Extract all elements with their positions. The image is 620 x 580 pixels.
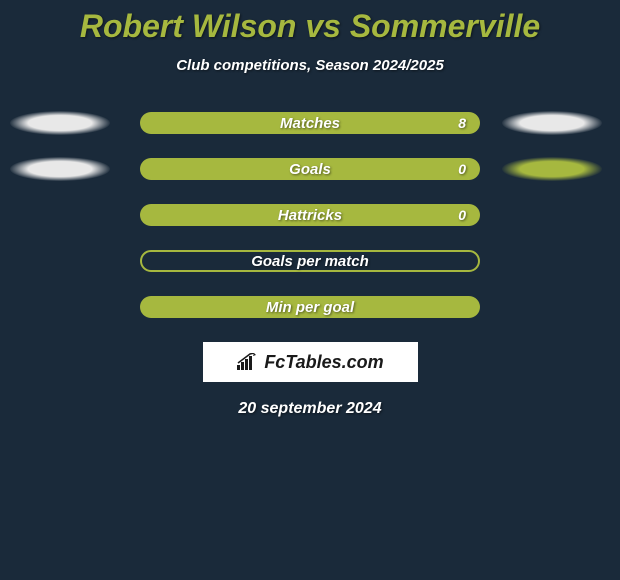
stat-bar-goals-per-match: Goals per match — [140, 250, 480, 272]
shadow-left-1 — [10, 157, 110, 181]
page-title: Robert Wilson vs Sommerville — [0, 0, 620, 45]
stat-bar-hattricks: Hattricks 0 — [140, 204, 480, 226]
stat-bar-matches: Matches 8 — [140, 112, 480, 134]
stat-value: 8 — [458, 115, 466, 131]
stat-label: Goals — [289, 161, 331, 178]
date-text: 20 september 2024 — [0, 400, 620, 418]
stat-row-hattricks: Hattricks 0 — [0, 204, 620, 226]
stat-row-matches: Matches 8 — [0, 112, 620, 134]
logo-box: FcTables.com — [203, 342, 418, 382]
stats-container: Matches 8 Goals 0 Hattricks 0 Goals per … — [0, 112, 620, 318]
logo-text: FcTables.com — [236, 352, 383, 373]
stat-value: 0 — [458, 161, 466, 177]
stat-label: Min per goal — [266, 299, 354, 316]
stat-row-min-per-goal: Min per goal — [0, 296, 620, 318]
stat-label: Goals per match — [251, 253, 369, 270]
logo-label: FcTables.com — [264, 352, 383, 373]
page-subtitle: Club competitions, Season 2024/2025 — [0, 57, 620, 74]
stat-row-goals: Goals 0 — [0, 158, 620, 180]
stat-row-goals-per-match: Goals per match — [0, 250, 620, 272]
chart-icon — [236, 353, 258, 371]
shadow-right-1 — [502, 157, 602, 181]
stat-bar-min-per-goal: Min per goal — [140, 296, 480, 318]
stat-value: 0 — [458, 207, 466, 223]
shadow-right-0 — [502, 111, 602, 135]
stat-bar-goals: Goals 0 — [140, 158, 480, 180]
shadow-left-0 — [10, 111, 110, 135]
stat-label: Matches — [280, 115, 340, 132]
stat-label: Hattricks — [278, 207, 342, 224]
